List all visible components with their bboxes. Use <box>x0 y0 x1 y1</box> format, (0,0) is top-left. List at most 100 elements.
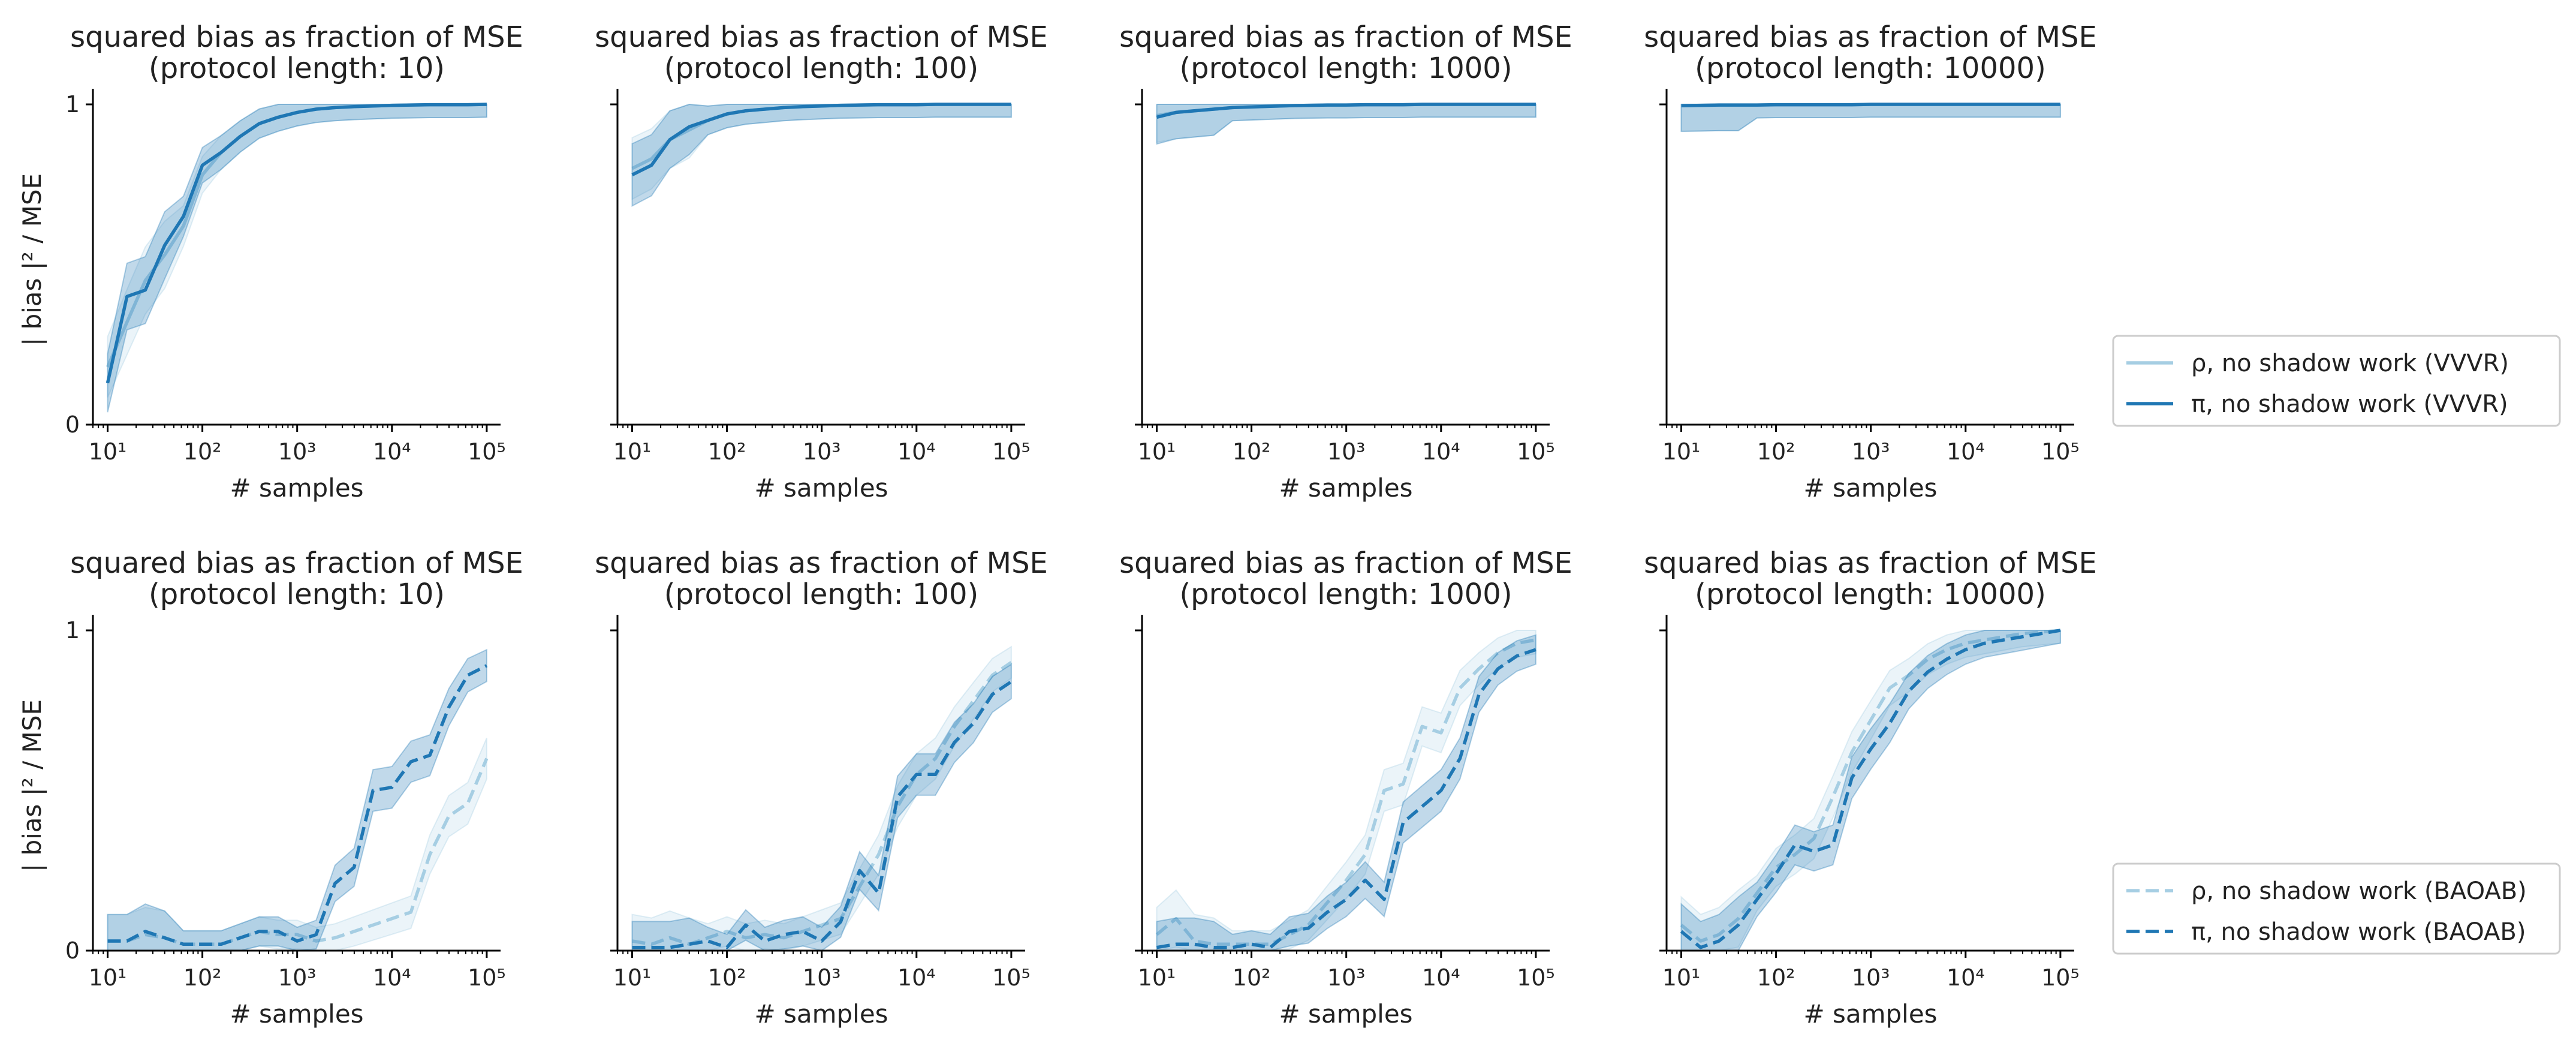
subplot-title-line: (protocol length: 1000) <box>1179 52 1512 85</box>
subplot-title-line: squared bias as fraction of MSE <box>1119 20 1572 54</box>
x-tick-label: 10¹ <box>1662 438 1701 465</box>
x-tick-label: 10³ <box>1852 964 1890 991</box>
x-axis-label: # samples <box>1803 999 1937 1029</box>
confidence-band-1 <box>631 645 1012 952</box>
subplot-title-line: squared bias as fraction of MSE <box>1119 546 1572 580</box>
x-tick-label: 10⁵ <box>2041 964 2080 991</box>
series-line-2 <box>631 103 1011 176</box>
confidence-band-1 <box>1680 630 2061 951</box>
x-tick-label: 10⁵ <box>992 438 1031 465</box>
x-axis-label: # samples <box>230 999 363 1029</box>
series-line-2 <box>107 664 488 946</box>
subplot-4: squared bias as fraction of MSE(protocol… <box>1644 20 2097 503</box>
x-tick-label: 10⁵ <box>468 964 506 991</box>
subplot-title-line: (protocol length: 10000) <box>1695 578 2046 611</box>
x-tick-label: 10⁴ <box>373 438 411 465</box>
legend-label: π, no shadow work (VVVR) <box>2191 390 2508 418</box>
x-tick-label: 10² <box>1757 438 1795 465</box>
subplot-2: squared bias as fraction of MSE(protocol… <box>595 20 1048 503</box>
y-tick-label: 1 <box>65 91 80 118</box>
x-tick-label: 10¹ <box>1662 964 1701 991</box>
series-line-2 <box>1680 629 2061 949</box>
legend-frame <box>2112 335 2561 427</box>
subplot-title-line: squared bias as fraction of MSE <box>70 20 523 54</box>
subplot-title-line: (protocol length: 10000) <box>1695 52 2046 85</box>
confidence-band-2 <box>1680 104 2061 133</box>
x-tick-label: 10² <box>708 964 746 991</box>
confidence-band-2 <box>631 103 1012 208</box>
x-axis-label: # samples <box>230 473 363 503</box>
x-tick-label: 10² <box>708 438 746 465</box>
x-tick-label: 10² <box>183 438 222 465</box>
x-tick-label: 10⁴ <box>373 964 411 991</box>
x-axis-label: # samples <box>1279 473 1412 503</box>
subplot-title-line: (protocol length: 10) <box>149 52 445 85</box>
subplot-3: squared bias as fraction of MSE(protocol… <box>1119 20 1572 503</box>
legend-2: ρ, no shadow work (BAOAB) π, no shadow wo… <box>2112 862 2561 955</box>
confidence-band-2 <box>631 663 1012 952</box>
x-tick-label: 10¹ <box>1138 964 1176 991</box>
legend-label: ρ, no shadow work (VVVR) <box>2191 350 2509 377</box>
x-tick-label: 10³ <box>803 964 841 991</box>
subplot-title-line: squared bias as fraction of MSE <box>1644 546 2097 580</box>
x-tick-label: 10² <box>183 964 222 991</box>
x-axis-label: # samples <box>1803 473 1937 503</box>
y-axis-label: | bias |² / MSE <box>17 699 47 872</box>
legend-label: ρ, no shadow work (BAOAB) <box>2191 877 2527 905</box>
series-line-2 <box>1156 648 1536 949</box>
subplot-grid: squared bias as fraction of MSE(protocol… <box>17 20 2097 1029</box>
x-axis-label: # samples <box>754 473 888 503</box>
x-tick-label: 10⁴ <box>1947 438 1985 465</box>
y-tick-label: 0 <box>65 937 80 964</box>
x-tick-label: 10¹ <box>89 438 127 465</box>
series-line-2 <box>106 103 487 384</box>
x-tick-label: 10³ <box>278 964 317 991</box>
legend-1: ρ, no shadow work (VVVR) π, no shadow wor… <box>2112 335 2561 427</box>
y-tick-label: 1 <box>65 617 80 644</box>
x-tick-label: 10³ <box>803 438 841 465</box>
subplot-title-line: squared bias as fraction of MSE <box>595 546 1048 580</box>
x-tick-label: 10⁵ <box>1517 438 1555 465</box>
subplot-5: squared bias as fraction of MSE(protocol… <box>17 546 523 1029</box>
x-tick-label: 10³ <box>1327 964 1366 991</box>
subplot-title-line: (protocol length: 100) <box>664 52 979 85</box>
confidence-band-2 <box>1680 630 2061 951</box>
subplot-6: squared bias as fraction of MSE(protocol… <box>595 546 1048 1029</box>
y-axis-label: | bias |² / MSE <box>17 173 47 346</box>
x-tick-label: 10⁴ <box>1947 964 1985 991</box>
x-tick-label: 10⁵ <box>468 438 506 465</box>
x-tick-label: 10⁵ <box>1517 964 1555 991</box>
subplot-7: squared bias as fraction of MSE(protocol… <box>1119 546 1572 1029</box>
subplot-1: squared bias as fraction of MSE(protocol… <box>17 20 523 503</box>
subplot-title-line: (protocol length: 1000) <box>1179 578 1512 611</box>
x-tick-label: 10¹ <box>1138 438 1176 465</box>
confidence-band-2 <box>107 104 487 413</box>
x-tick-label: 10² <box>1233 964 1271 991</box>
x-tick-label: 10⁴ <box>1422 438 1460 465</box>
confidence-band-2 <box>107 648 487 952</box>
x-tick-label: 10¹ <box>89 964 127 991</box>
series-line-2 <box>1681 103 2060 107</box>
x-tick-label: 10³ <box>1852 438 1890 465</box>
series-line-1 <box>632 661 1013 946</box>
y-tick-label: 0 <box>65 411 80 438</box>
x-tick-label: 10¹ <box>613 438 652 465</box>
x-axis-label: # samples <box>1279 999 1412 1029</box>
series-line-2 <box>632 680 1013 949</box>
x-tick-label: 10⁵ <box>2041 438 2080 465</box>
confidence-band-2 <box>1156 634 1536 951</box>
confidence-band-1 <box>631 103 1012 200</box>
series-line-1 <box>1680 629 2061 943</box>
x-tick-label: 10⁴ <box>1422 964 1460 991</box>
legend-frame <box>2112 862 2561 955</box>
subplot-title-line: (protocol length: 100) <box>664 578 979 611</box>
series-line-2 <box>1156 103 1536 119</box>
x-tick-label: 10² <box>1757 964 1795 991</box>
x-tick-label: 10⁴ <box>897 438 936 465</box>
x-tick-label: 10³ <box>278 438 317 465</box>
x-tick-label: 10⁵ <box>992 964 1031 991</box>
subplot-title-line: squared bias as fraction of MSE <box>595 20 1048 54</box>
subplot-title-line: squared bias as fraction of MSE <box>1644 20 2097 54</box>
series-line-1 <box>1155 638 1536 946</box>
